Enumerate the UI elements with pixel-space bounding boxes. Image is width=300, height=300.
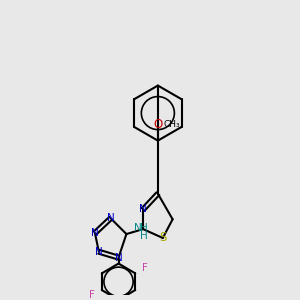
Text: N: N [95,247,103,257]
Text: N: N [115,253,122,262]
Text: S: S [159,232,166,244]
Text: N: N [107,213,115,223]
Text: N: N [139,204,147,214]
Text: N: N [134,223,142,233]
Text: N: N [91,228,99,238]
Text: F: F [89,290,95,300]
Text: CH₃: CH₃ [163,120,180,129]
Text: H: H [140,223,148,233]
Text: O: O [153,118,163,131]
Text: F: F [142,263,148,274]
Text: H: H [140,231,148,241]
